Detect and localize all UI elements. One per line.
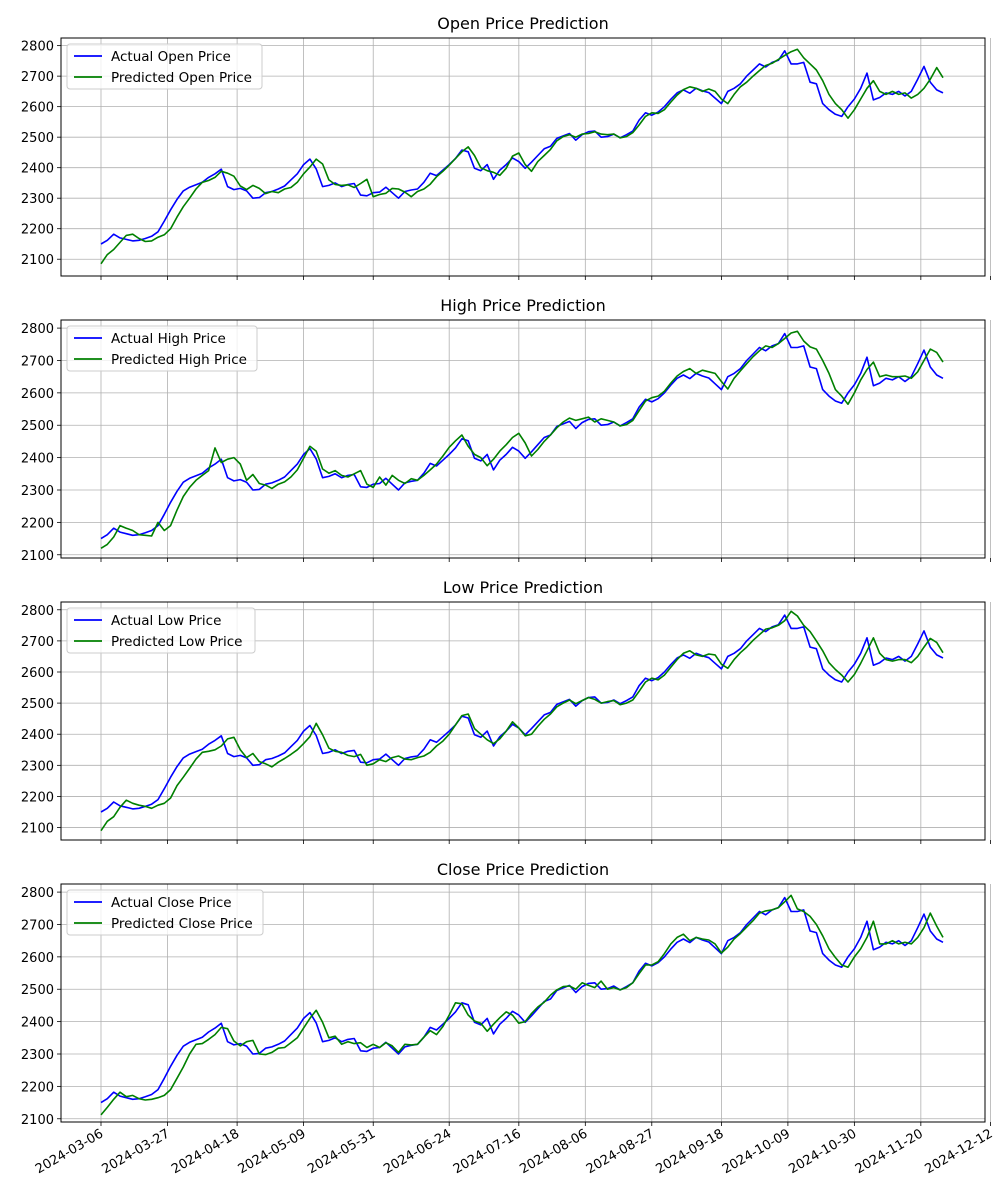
legend-frame — [66, 607, 256, 654]
chart-panel-3: 2100 2200 2300 2400 2500 2600 2700 2800 Low Pric… — [21, 578, 991, 844]
y-tick-label: 2500 — [21, 419, 54, 434]
axes-frame — [60, 319, 986, 559]
y-tick-label: 2600 — [21, 387, 54, 402]
chart-panel-2: 2100 2200 2300 2400 2500 2600 2700 2800 High Pri… — [21, 296, 991, 564]
y-tick-label: 2300 — [21, 1048, 54, 1063]
y-tick-label: 2200 — [21, 1080, 54, 1095]
y-tick-label: 2500 — [21, 983, 54, 998]
series-line-actual — [100, 49, 944, 245]
legend-label-actual: Actual Open Price — [111, 49, 231, 65]
y-tick-label: 2100 — [21, 822, 54, 837]
y-tick-label: 2700 — [21, 918, 54, 933]
y-tick-label: 2700 — [21, 635, 54, 650]
chart-panel-1: 2100 2200 2300 2400 2500 2600 2700 2800 Open Pri… — [21, 14, 991, 280]
y-tick-label: 2300 — [21, 759, 54, 774]
y-tick-label: 2100 — [21, 549, 54, 564]
y-tick-label: 2500 — [21, 131, 54, 146]
axes-frame — [60, 37, 986, 277]
chart-title: Open Price Prediction — [437, 14, 608, 33]
legend-label-predicted: Predicted High Price — [111, 352, 247, 368]
legend-frame — [66, 43, 263, 90]
y-tick-label: 2200 — [21, 790, 54, 805]
series-line-predicted — [100, 610, 944, 832]
y-tick-label: 2700 — [21, 70, 54, 85]
axes-frame — [60, 883, 986, 1123]
legend-label-predicted: Predicted Low Price — [111, 634, 242, 650]
y-tick-label: 2200 — [21, 223, 54, 238]
chart-title: High Price Prediction — [440, 296, 605, 315]
y-tick-label: 2400 — [21, 1016, 54, 1031]
series-line-predicted — [100, 330, 944, 549]
legend-label-predicted: Predicted Close Price — [111, 916, 253, 932]
y-tick-label: 2800 — [21, 604, 54, 619]
legend-label-actual: Actual High Price — [111, 331, 226, 347]
y-tick-label: 2500 — [21, 697, 54, 712]
legend-frame — [66, 325, 258, 372]
legend: Actual High Price Predicted High Price — [66, 325, 258, 372]
series-line-predicted — [100, 894, 944, 1116]
chart-title: Close Price Prediction — [437, 860, 609, 879]
y-tick-label: 2200 — [21, 516, 54, 531]
legend-label-actual: Actual Low Price — [111, 613, 221, 629]
y-tick-label: 2600 — [21, 101, 54, 116]
series-line-actual — [100, 896, 944, 1104]
y-tick-label: 2300 — [21, 484, 54, 499]
y-tick-label: 2400 — [21, 162, 54, 177]
legend-label-predicted: Predicted Open Price — [111, 70, 252, 86]
legend: Actual Close Price Predicted Close Price — [66, 889, 264, 936]
y-tick-label: 2600 — [21, 666, 54, 681]
legend: Actual Low Price Predicted Low Price — [66, 607, 256, 654]
y-tick-label: 2400 — [21, 452, 54, 467]
series-line-predicted — [100, 48, 944, 265]
y-tick-label: 2400 — [21, 728, 54, 743]
legend-frame — [66, 889, 264, 936]
axes-frame — [60, 601, 986, 841]
y-tick-label: 2800 — [21, 40, 54, 55]
y-tick-label: 2100 — [21, 253, 54, 268]
chart-title: Low Price Prediction — [443, 578, 603, 597]
legend-label-actual: Actual Close Price — [111, 895, 232, 911]
y-tick-label: 2800 — [21, 322, 54, 337]
y-tick-label: 2700 — [21, 354, 54, 369]
y-tick-label: 2800 — [21, 886, 54, 901]
y-tick-label: 2600 — [21, 951, 54, 966]
series-line-actual — [100, 332, 944, 540]
y-tick-label: 2300 — [21, 192, 54, 207]
y-tick-label: 2100 — [21, 1113, 54, 1128]
legend: Actual Open Price Predicted Open Price — [66, 43, 263, 90]
